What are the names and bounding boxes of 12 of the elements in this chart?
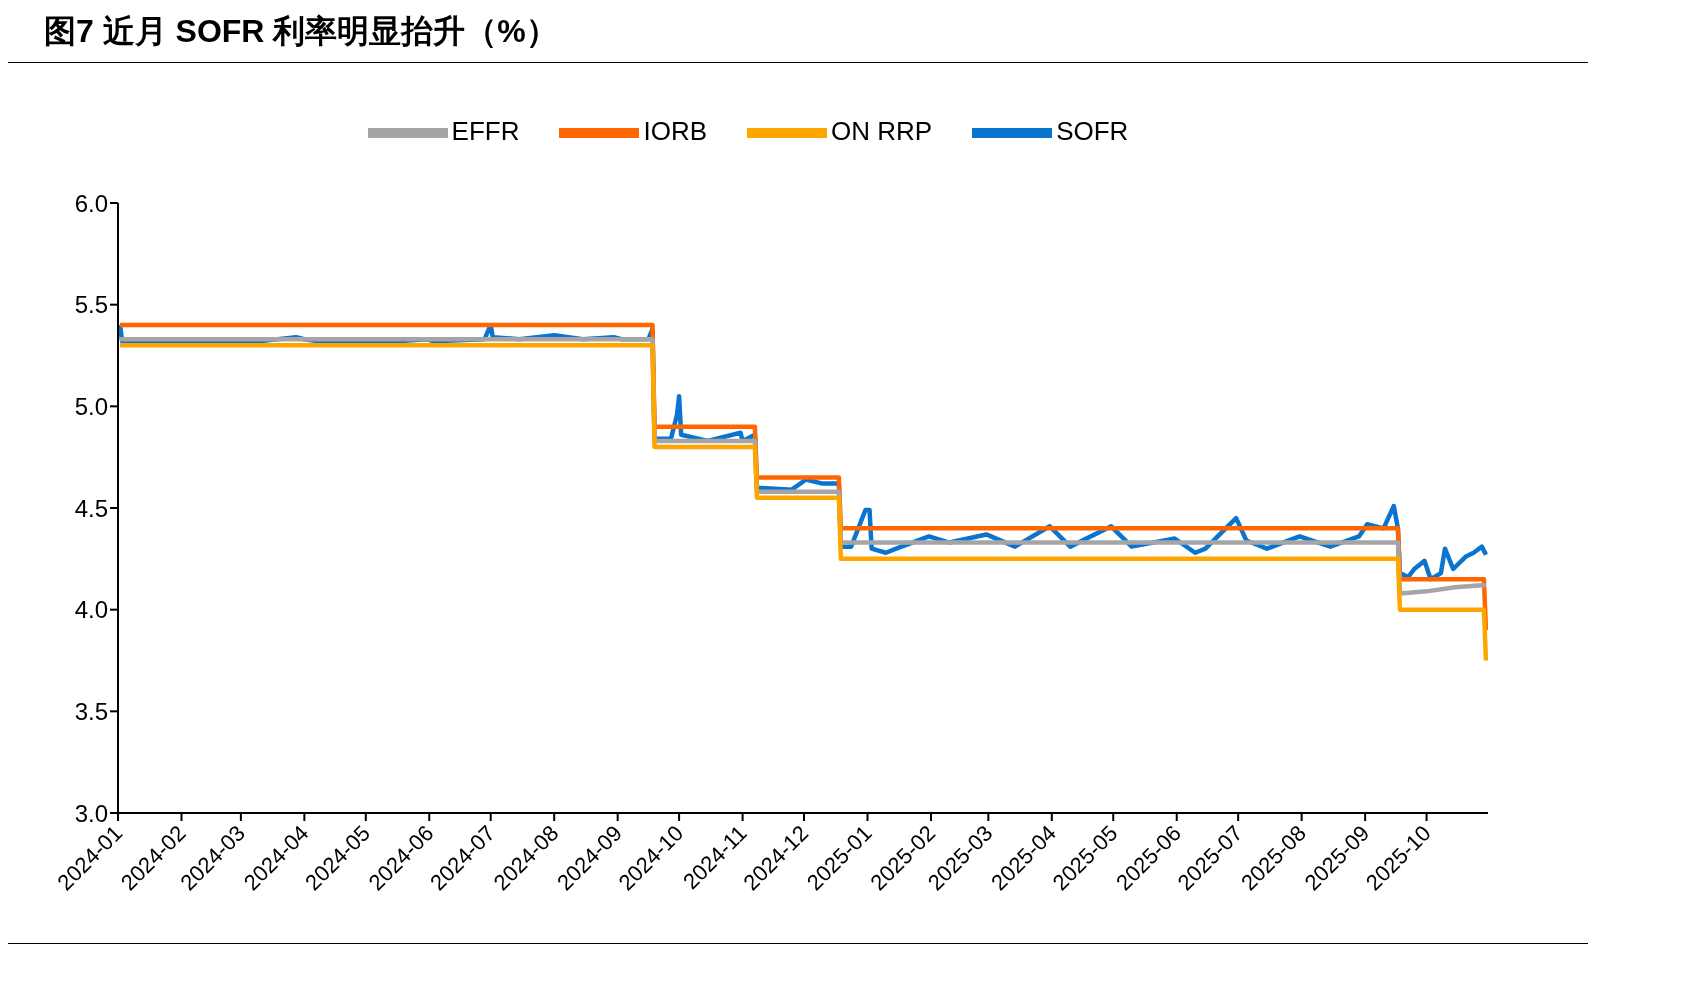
y-tick-label: 5.5	[74, 291, 108, 319]
y-tick-label: 3.0	[74, 799, 108, 827]
legend-label: ON RRP	[831, 115, 933, 146]
y-tick-label: 5.0	[74, 392, 108, 420]
y-tick-label: 6.0	[74, 189, 108, 217]
y-tick-label: 4.5	[74, 494, 108, 522]
legend-label: SOFR	[1056, 115, 1129, 146]
legend-label: EFFR	[451, 115, 520, 146]
chart-title: 图7 近月 SOFR 利率明显抬升（%）	[8, 8, 1588, 63]
y-tick-label: 4.0	[74, 596, 108, 624]
legend-label: IORB	[643, 115, 708, 146]
y-tick-label: 3.5	[74, 697, 108, 725]
